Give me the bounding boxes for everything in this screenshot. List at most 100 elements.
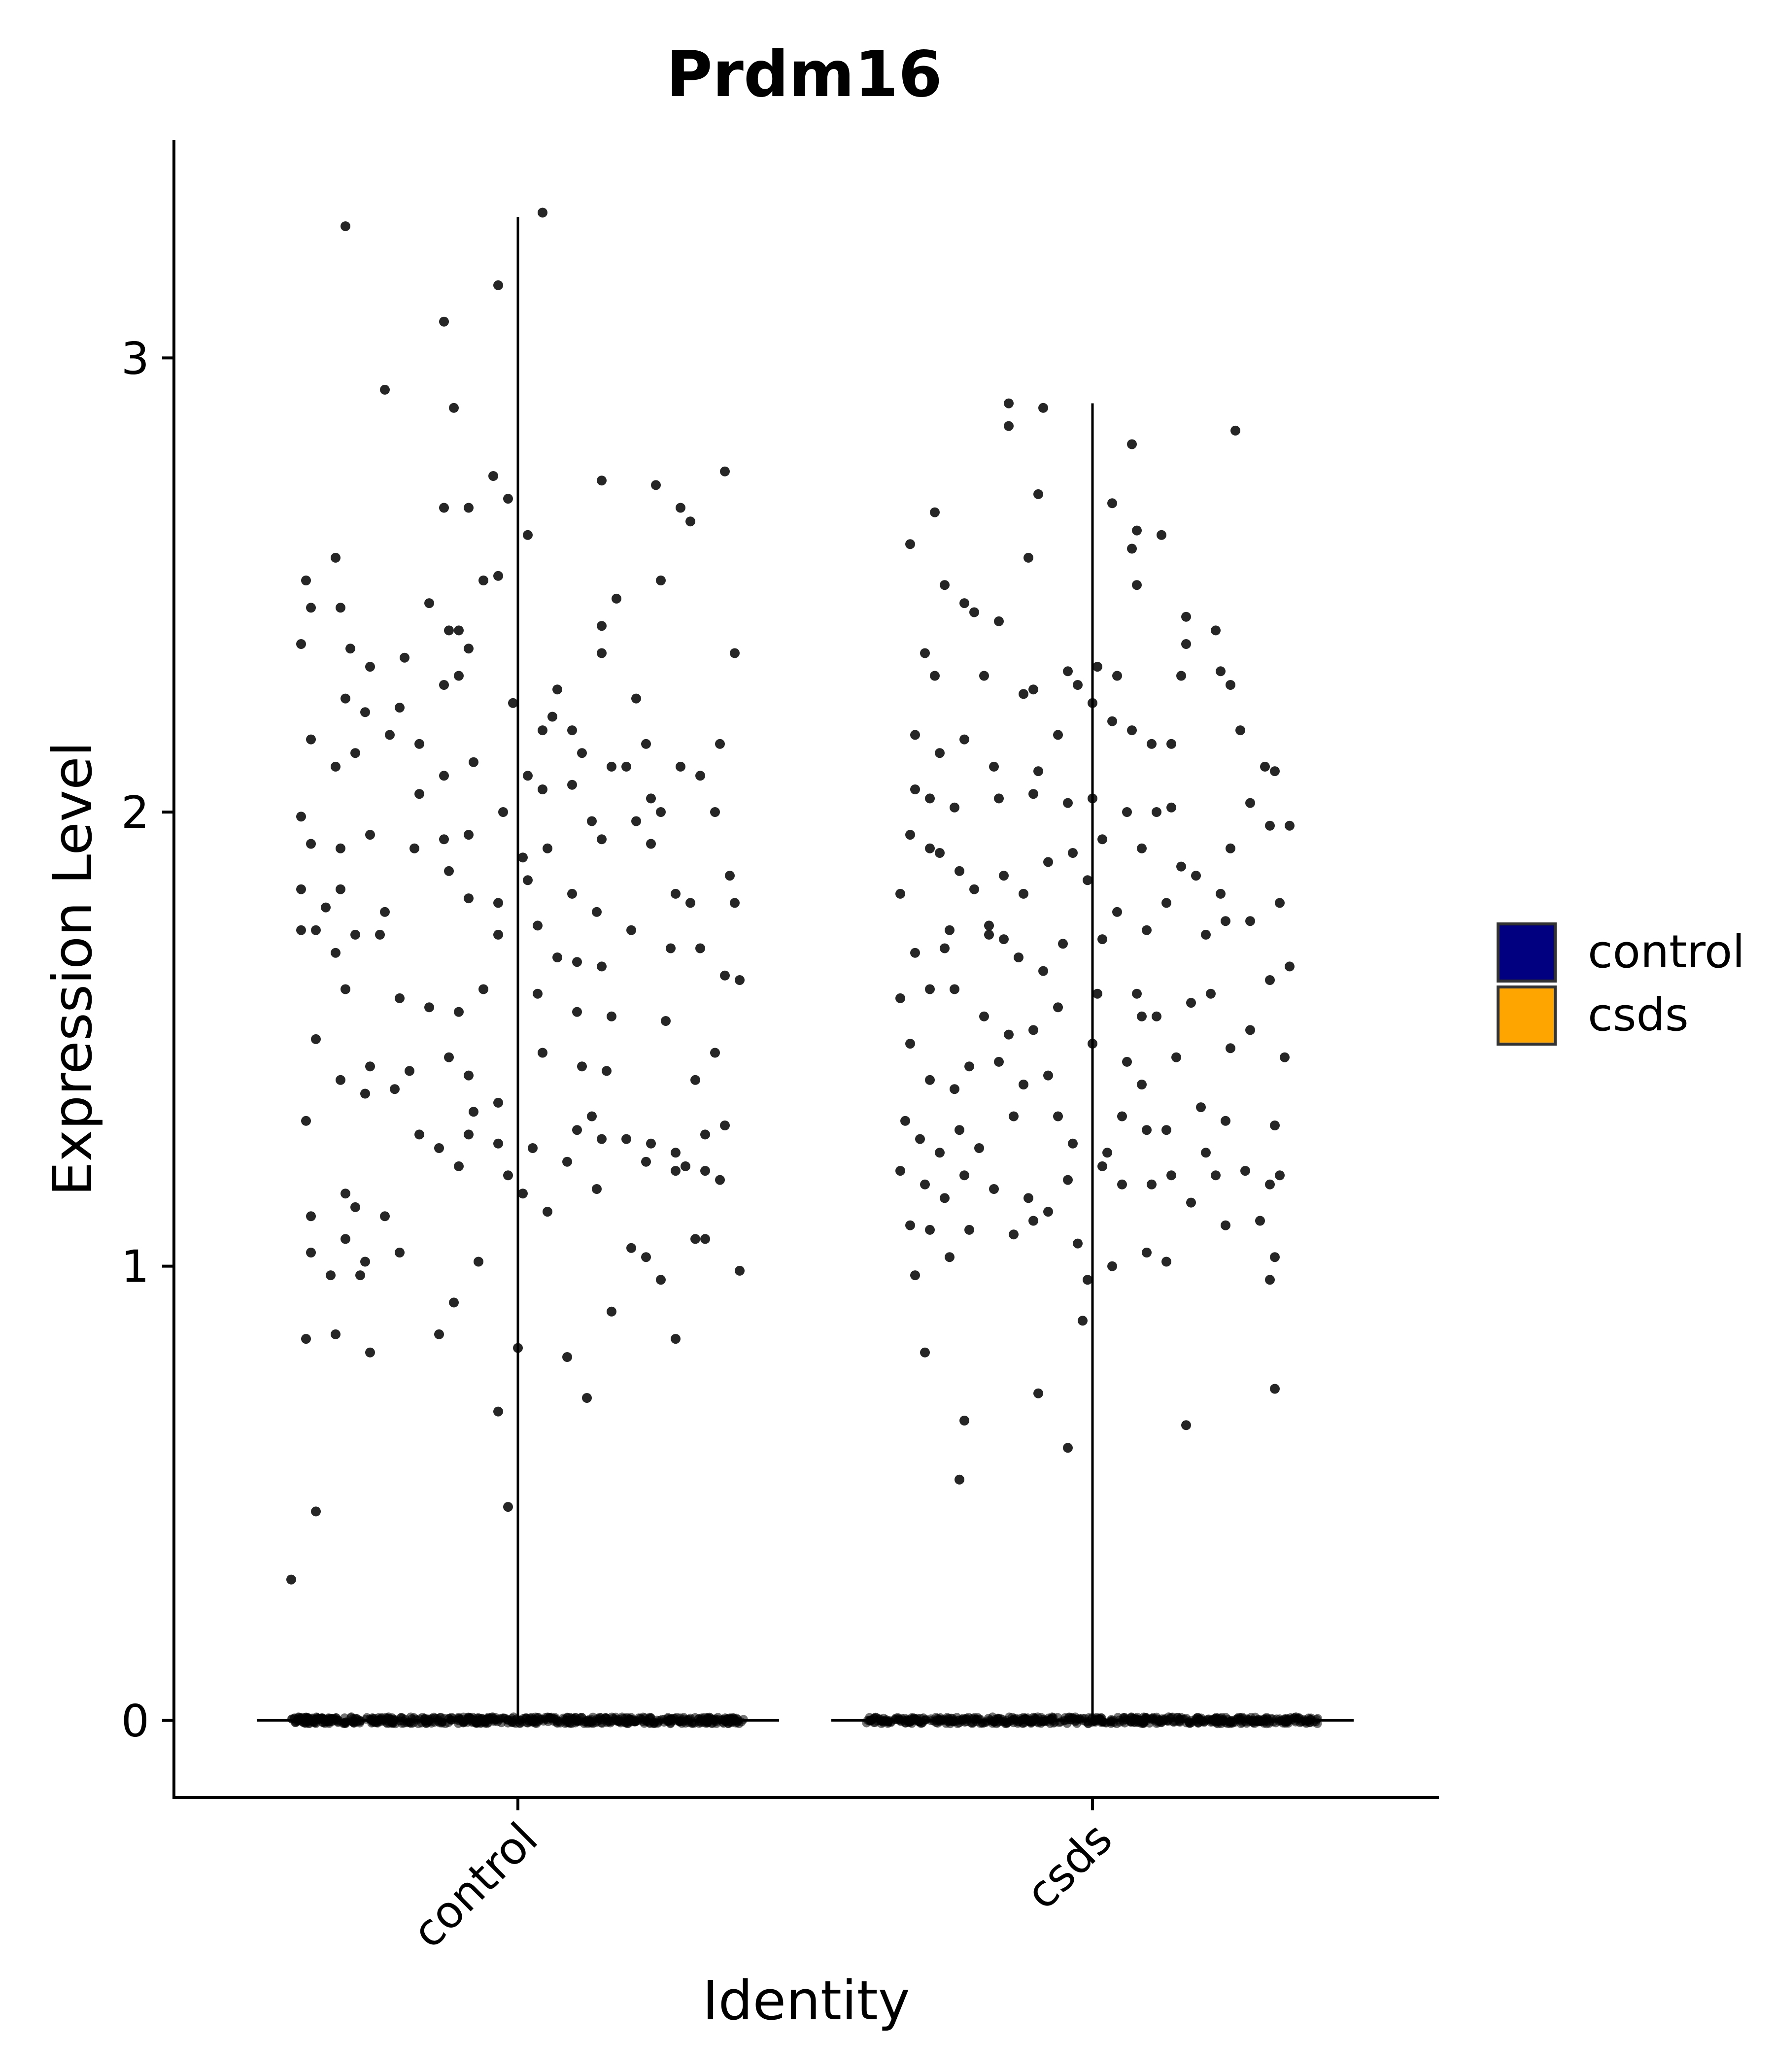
point (1275, 898, 1285, 908)
point (1260, 1714, 1269, 1724)
point (1063, 666, 1073, 677)
point (1137, 843, 1147, 853)
point (1245, 798, 1255, 808)
point (587, 816, 597, 826)
point (1019, 689, 1028, 699)
point (959, 1170, 969, 1181)
point (1201, 1148, 1211, 1158)
legend-label: control (1588, 925, 1745, 978)
point (311, 1506, 321, 1517)
point (1058, 939, 1068, 949)
point (715, 739, 725, 749)
point (884, 1717, 893, 1727)
point (498, 807, 508, 817)
point (454, 1714, 463, 1723)
point (905, 830, 915, 840)
point (1281, 1719, 1290, 1728)
point (471, 1716, 480, 1726)
point (515, 1718, 524, 1728)
point (656, 1275, 666, 1285)
point (447, 1716, 456, 1725)
point (478, 576, 488, 585)
point (350, 1202, 360, 1212)
legend-swatch (1497, 985, 1557, 1046)
point (341, 1234, 350, 1244)
point (1230, 425, 1240, 436)
point (341, 693, 350, 704)
chart-title: Prdm16 (666, 38, 942, 111)
point (1235, 725, 1245, 736)
legend: control csds (1497, 922, 1745, 1046)
point (900, 1116, 910, 1126)
point (1142, 1248, 1152, 1257)
point (493, 929, 503, 940)
point (715, 1175, 725, 1185)
point (1122, 807, 1132, 817)
point (1083, 875, 1092, 885)
point (720, 970, 730, 981)
point (1142, 1125, 1152, 1135)
point (1240, 1166, 1250, 1176)
point (365, 1347, 375, 1358)
point (567, 780, 577, 790)
point (710, 1048, 720, 1058)
point (711, 1714, 720, 1724)
point (642, 1717, 651, 1726)
point (920, 1347, 930, 1358)
point (331, 948, 341, 958)
point (979, 1011, 989, 1021)
point (1126, 1718, 1135, 1727)
legend-swatch (1497, 922, 1557, 983)
point (572, 1007, 582, 1017)
point (306, 839, 316, 849)
point (1107, 498, 1117, 509)
point (365, 662, 375, 672)
point (577, 1061, 587, 1072)
point (994, 1056, 1004, 1067)
point (409, 843, 419, 853)
point (464, 830, 474, 840)
point (1028, 684, 1038, 695)
point (979, 671, 989, 681)
point (1043, 1207, 1053, 1217)
point (1097, 834, 1107, 845)
point (527, 1713, 537, 1722)
point (587, 1715, 596, 1724)
point (945, 925, 955, 935)
point (587, 1111, 597, 1121)
point (528, 1143, 538, 1153)
point (478, 984, 488, 994)
point (1285, 961, 1295, 972)
point (703, 1718, 713, 1727)
point (493, 1138, 503, 1149)
point (641, 739, 651, 749)
point (434, 1715, 443, 1725)
point (1083, 1275, 1092, 1285)
point (964, 1061, 974, 1072)
point (503, 1715, 512, 1725)
point (1019, 888, 1028, 899)
point (533, 920, 543, 931)
point (597, 961, 607, 972)
point (631, 816, 641, 826)
point (414, 739, 424, 749)
point (1191, 871, 1201, 881)
point (1137, 1011, 1147, 1021)
point (1092, 988, 1102, 999)
point (365, 1061, 375, 1072)
point (955, 866, 964, 876)
point (1073, 1238, 1083, 1249)
point (676, 503, 685, 513)
point (1068, 1138, 1078, 1149)
point (646, 1138, 656, 1149)
point (360, 1257, 370, 1267)
point (503, 494, 513, 504)
x-tick-label: csds (1016, 1813, 1123, 1919)
point (350, 748, 360, 758)
point (474, 1257, 483, 1267)
point (336, 884, 345, 894)
point (449, 1297, 459, 1308)
point (1275, 1170, 1285, 1181)
point (910, 1270, 920, 1281)
point (311, 1034, 321, 1044)
